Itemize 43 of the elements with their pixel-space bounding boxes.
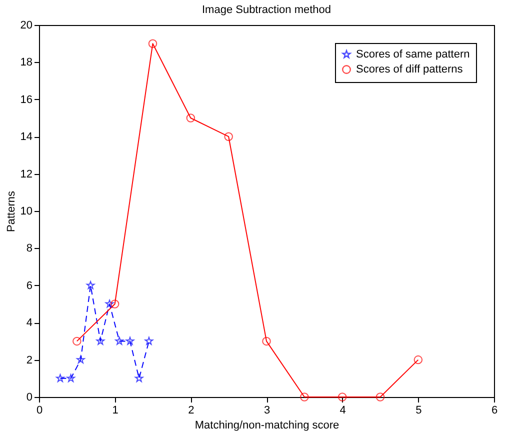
point: [262, 336, 271, 346]
point: [186, 114, 196, 122]
y-tick-label: 10: [20, 206, 32, 218]
x-axis-title: Matching/non-matching score: [194, 420, 340, 432]
legend-label: Scores of same pattern: [356, 48, 470, 60]
x-tick-label: 3: [264, 404, 270, 416]
point: [414, 355, 423, 364]
x-tick-label: 5: [416, 404, 422, 416]
y-tick-label: 20: [20, 20, 32, 32]
y-axis-title: Patterns: [5, 190, 18, 232]
point: [338, 392, 347, 402]
point: [134, 374, 144, 382]
x-tick-label: 2: [188, 404, 194, 416]
x-tick-label: 4: [340, 404, 346, 416]
point: [86, 281, 95, 290]
y-tick-label: 14: [20, 131, 32, 144]
y-tick-label: 2: [26, 354, 32, 366]
y-tick-label: 16: [20, 94, 32, 106]
y-tick-label: 18: [20, 56, 32, 69]
y-tick-label: 6: [26, 280, 32, 292]
point: [56, 374, 64, 382]
y-tick-label: 0: [26, 392, 32, 404]
legend-label: Scores of diff patterns: [356, 64, 464, 76]
x-tick-label: 0: [36, 404, 43, 416]
point: [96, 336, 105, 345]
point: [115, 336, 124, 345]
point: [144, 336, 154, 345]
point: [376, 392, 385, 402]
x-tick-label: 6: [491, 404, 498, 416]
point: [300, 392, 309, 402]
point: [66, 374, 76, 382]
point: [76, 355, 85, 364]
chart-title: Image Subtraction method: [202, 4, 332, 16]
y-tick-label: 12: [20, 168, 32, 180]
x-tick-label: 1: [112, 404, 118, 416]
point: [224, 132, 233, 141]
point: [110, 300, 120, 308]
point: [72, 336, 82, 346]
point: [148, 39, 158, 48]
point: [105, 300, 114, 308]
y-tick-label: 8: [26, 242, 32, 255]
point: [126, 336, 134, 345]
y-tick-label: 4: [26, 317, 32, 330]
